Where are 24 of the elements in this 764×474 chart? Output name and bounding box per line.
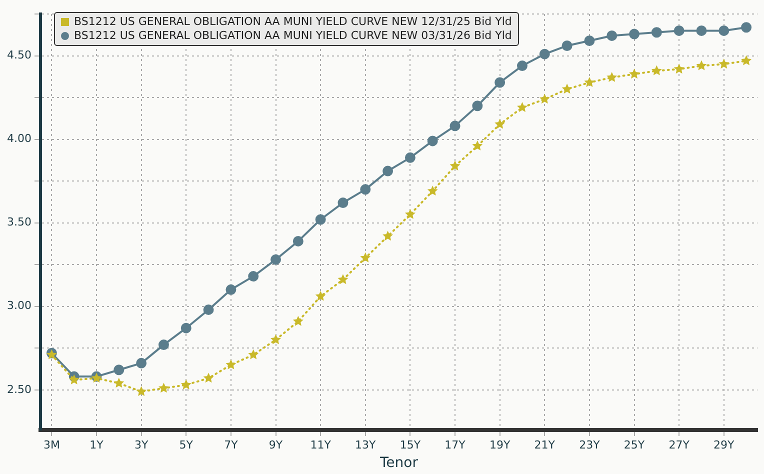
x-axis-title: Tenor <box>379 455 418 472</box>
x-tick-label: 9Y <box>268 438 283 452</box>
y-tick-label: 4.50 <box>6 48 32 62</box>
legend-label: BS1212 US GENERAL OBLIGATION AA MUNI YIELD CURVE NEW 12/31/25 Bid Yld <box>74 15 512 28</box>
x-tick-label: 29Y <box>714 438 735 452</box>
x-tick-label: 13Y <box>355 438 376 452</box>
x-tick-label: 21Y <box>534 438 556 452</box>
x-tick-label: 5Y <box>179 438 194 452</box>
x-tick-label: 17Y <box>444 438 466 452</box>
y-tick-label: 3.00 <box>6 299 32 312</box>
x-tick-label: 27Y <box>668 438 690 452</box>
x-tick-label: 3Y <box>134 438 148 452</box>
y-tick-label: 2.50 <box>6 382 32 396</box>
x-tick-label: 7Y <box>224 438 238 452</box>
x-tick-label: 15Y <box>400 438 421 452</box>
y-tick-label: 4.00 <box>6 132 32 146</box>
y-tick-label: 3.50 <box>6 216 32 229</box>
x-tick-label: 25Y <box>624 438 645 452</box>
x-tick-label: 19Y <box>489 438 510 452</box>
x-tick-label: 3M <box>43 438 60 452</box>
legend-label: BS1212 US GENERAL OBLIGATION AA MUNI YIELD CURVE NEW 03/31/26 Bid Yld <box>74 29 512 42</box>
x-tick-label: 1Y <box>90 438 104 452</box>
x-tick-label: 23Y <box>579 438 600 452</box>
x-tick-label: 11Y <box>310 438 332 452</box>
